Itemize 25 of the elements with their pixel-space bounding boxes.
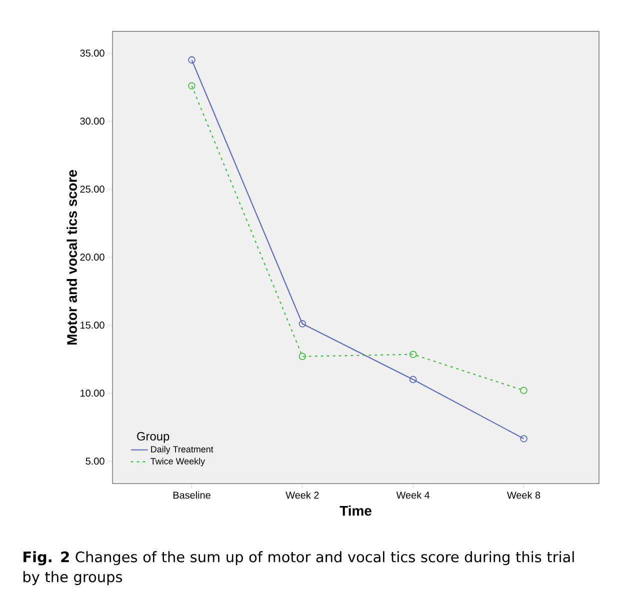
legend-label: Daily Treatment	[151, 446, 214, 454]
point	[520, 435, 528, 442]
y-tick-label: 35.00	[80, 50, 104, 57]
point	[520, 386, 528, 394]
legend-label: Twice Weekly	[150, 458, 206, 466]
point	[298, 320, 306, 328]
x-tick-label: Week 4	[396, 491, 430, 499]
point	[188, 82, 196, 90]
y-axis-title: Motor and vocal tics score	[66, 170, 77, 345]
point	[298, 352, 306, 360]
point	[409, 376, 417, 384]
legend-title: Group	[137, 432, 170, 443]
y-tick-label: 10.00	[80, 390, 104, 397]
y-tick-label: 30.00	[80, 118, 104, 125]
x-tick-label: Baseline	[173, 491, 210, 499]
y-tick-label: 5.00	[86, 458, 104, 465]
x-axis-title: Time	[340, 506, 372, 516]
text: Fig. 2 Changes of the sum up of motor and vocal tics score during this trial by the groups	[24, 551, 574, 586]
x-tick-label: Week 2	[286, 491, 319, 499]
y-tick-label: 25.00	[80, 186, 104, 193]
x-tick-label: Week 8	[507, 491, 540, 499]
y-tick-label: 15.00	[80, 322, 104, 329]
point	[409, 350, 417, 358]
point	[188, 56, 196, 64]
y-tick-label: 20.00	[80, 254, 104, 261]
